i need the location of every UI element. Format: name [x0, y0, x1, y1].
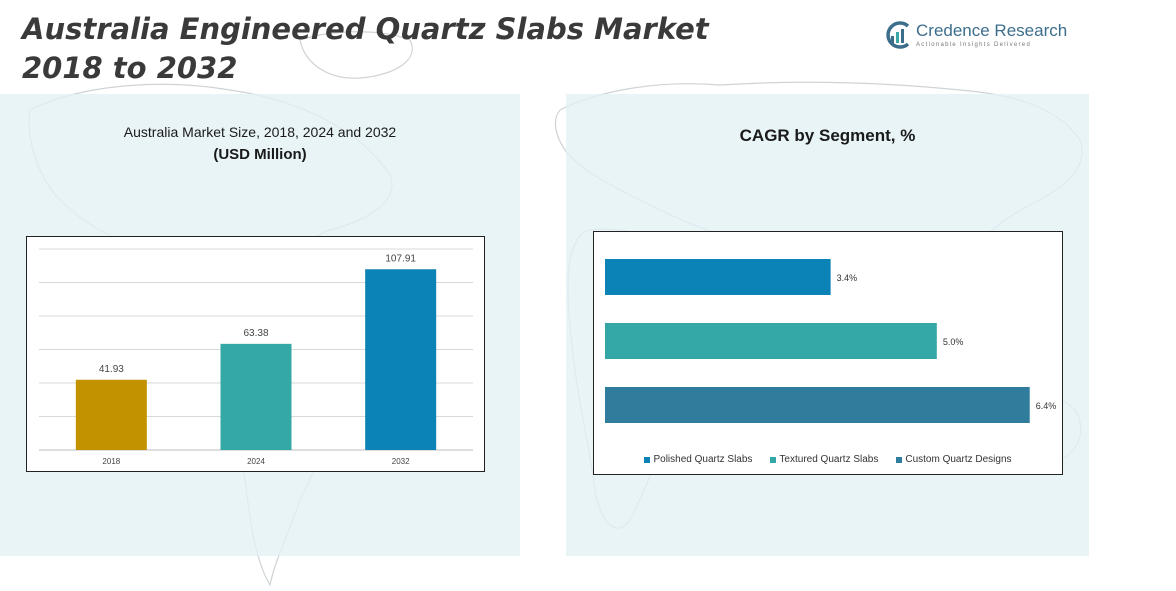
cagr-data-label-2: 6.4%: [1036, 401, 1057, 411]
market-size-subtitle: Australia Market Size, 2018, 2024 and 20…: [123, 124, 397, 140]
bar-2032: [365, 269, 437, 450]
cagr-bar-1: [605, 323, 937, 359]
bar-2024: [220, 343, 292, 450]
cagr-data-label-1: 5.0%: [943, 337, 964, 347]
legend-label-0: Polished Quartz Slabs: [653, 454, 753, 465]
market-size-bar-svg: 41.93 2018 63.38 2024 107.91 2032: [39, 248, 473, 466]
cagr-bar-svg: 3.4% 5.0% 6.4%: [605, 259, 1057, 423]
legend-swatch-2: [896, 456, 903, 463]
market-size-unit: (USD Million): [213, 146, 307, 163]
cagr-horizontal-bar-chart: 3.4% 5.0% 6.4% Polished Quartz Slabs Textur…: [593, 231, 1063, 475]
cagr-bar-0: [605, 259, 831, 295]
data-label-2018: 41.93: [99, 364, 124, 375]
x-tick-label-2024: 2024: [247, 457, 265, 466]
page-title: Australia Engineered Quartz Slabs Market…: [22, 10, 722, 88]
market-size-bar-chart: 41.93 2018 63.38 2024 107.91 2032: [26, 236, 485, 472]
legend-swatch-0: [644, 456, 651, 463]
bar-2018: [75, 379, 147, 450]
title-line-2: 2018 to 2032: [22, 51, 238, 85]
cagr-data-label-0: 3.4%: [837, 273, 858, 283]
data-label-2024: 63.38: [243, 328, 268, 339]
x-tick-label-2018: 2018: [102, 457, 120, 466]
cagr-bar-2: [605, 387, 1030, 423]
logo-mark-icon: [886, 21, 910, 49]
logo-name: Credence Research: [916, 21, 1068, 40]
legend-item-0: Polished Quartz Slabs: [644, 454, 752, 465]
cagr-chart-title: CAGR by Segment, %: [739, 126, 916, 145]
credence-research-logo: Credence Research Actionable Insights De…: [884, 20, 1074, 56]
legend-item-2: Custom Quartz Designs: [896, 454, 1012, 465]
x-tick-label-2032: 2032: [392, 457, 410, 466]
title-line-1: Australia Engineered Quartz Slabs Market: [22, 12, 709, 46]
legend-label-1: Textured Quartz Slabs: [779, 454, 879, 465]
legend-item-1: Textured Quartz Slabs: [770, 454, 878, 465]
cagr-legend: Polished Quartz Slabs Textured Quartz Sla…: [594, 454, 1062, 465]
legend-label-2: Custom Quartz Designs: [905, 454, 1012, 465]
logo-tagline: Actionable Insights Delivered: [916, 42, 1032, 48]
legend-swatch-1: [770, 456, 777, 463]
data-label-2032: 107.91: [385, 253, 416, 264]
